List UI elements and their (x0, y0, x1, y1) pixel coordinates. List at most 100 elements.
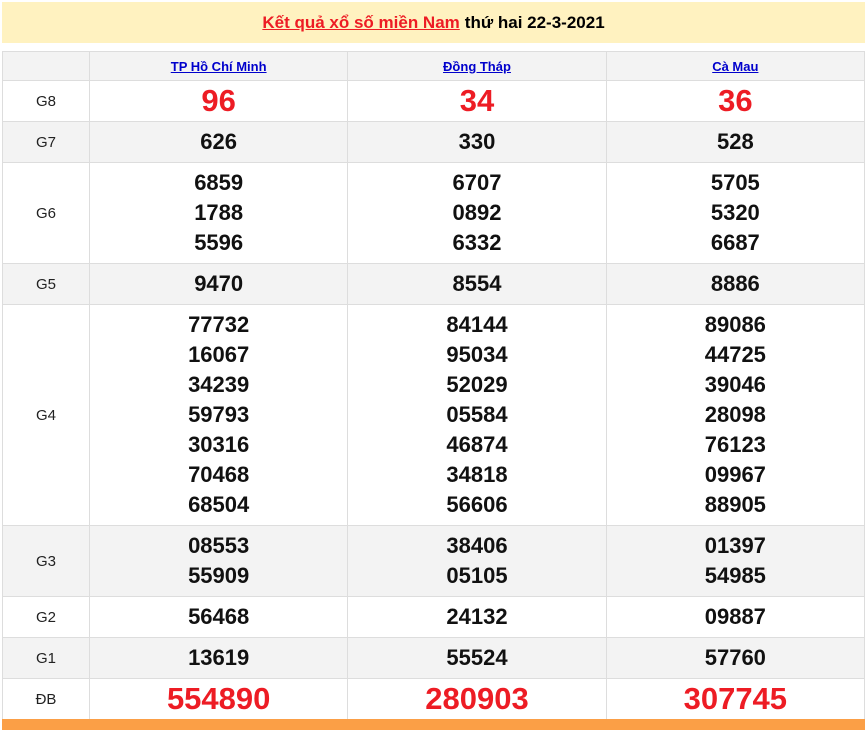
prize-number: 8886 (710, 271, 760, 296)
prize-cell: 13619 (88, 637, 349, 679)
prize-cell: 08553 55909 (88, 525, 349, 597)
prize-cell: 77732 16067 34239 59793 30316 70468 68504 (88, 304, 349, 526)
prize-number: 54985 (704, 563, 766, 588)
prize-cell: 01397 54985 (605, 525, 866, 597)
prize-cell: 8554 (347, 263, 607, 305)
prize-number: 76123 (704, 432, 766, 457)
prize-row: ĐB 554890 280903 307745 (2, 678, 866, 720)
prize-cell: 330 (347, 121, 607, 163)
prize-number: 46874 (446, 432, 508, 457)
prize-number: 05105 (446, 563, 508, 588)
prize-label: G4 (2, 304, 90, 526)
prize-cell: 96 (88, 80, 349, 122)
prize-number: 52029 (446, 372, 508, 397)
prize-number: 84144 (446, 312, 508, 337)
prize-number: 38406 (446, 533, 508, 558)
prize-number: 34 (459, 83, 495, 118)
prize-label: G6 (2, 162, 90, 264)
prize-number: 5320 (710, 200, 760, 225)
prize-number: 59793 (188, 402, 250, 427)
prize-number: 28098 (704, 402, 766, 427)
prize-number: 6707 (452, 170, 502, 195)
prize-cell: 528 (605, 121, 866, 163)
prize-number: 5596 (194, 230, 244, 255)
prize-row: G5 9470 8554 8886 (2, 263, 866, 305)
prize-number: 09887 (704, 604, 766, 629)
prize-cell: 38406 05105 (347, 525, 607, 597)
prize-number: 330 (458, 129, 496, 154)
prize-row: G2 56468 24132 09887 (2, 596, 866, 638)
results-date: thứ hai 22-3-2021 (464, 12, 605, 32)
prize-cell: 36 (605, 80, 866, 122)
prize-cell: 280903 (347, 678, 607, 720)
prize-row: G8 96 34 36 (2, 80, 866, 122)
prize-number: 44725 (704, 342, 766, 367)
province-link[interactable]: TP Hồ Chí Minh (170, 58, 267, 74)
prize-row: G3 08553 55909 38406 05105 01397 54985 (2, 525, 866, 597)
prize-cell: 09887 (605, 596, 866, 638)
prize-number: 08553 (188, 533, 250, 558)
prize-number: 56606 (446, 492, 508, 517)
prize-cell: 34 (347, 80, 607, 122)
prize-cell: 89086 44725 39046 28098 76123 09967 88905 (605, 304, 866, 526)
prize-label: G2 (2, 596, 90, 638)
prize-cell: 24132 (347, 596, 607, 638)
prize-number: 68504 (188, 492, 250, 517)
prize-cell: 56468 (88, 596, 349, 638)
prize-number: 09967 (704, 462, 766, 487)
prize-row: G7 626 330 528 (2, 121, 866, 163)
prize-number: 280903 (425, 681, 529, 716)
prize-label: G3 (2, 525, 90, 597)
prize-number: 307745 (683, 681, 788, 716)
prize-cell: 57760 (605, 637, 866, 679)
results-table: TP Hồ Chí Minh Đồng Tháp Cà Mau G8 96 34 36… (2, 51, 866, 720)
prize-cell: 626 (88, 121, 349, 163)
prize-number: 34239 (188, 372, 250, 397)
prize-number: 554890 (166, 681, 271, 716)
prize-number: 88905 (704, 492, 766, 517)
prize-number: 626 (200, 129, 238, 154)
prize-number: 95034 (446, 342, 508, 367)
province-link[interactable]: Cà Mau (712, 58, 759, 74)
prize-number: 36 (718, 83, 753, 118)
prize-label: G1 (2, 637, 90, 679)
results-title: Kết quả xổ số miền Nam thứ hai 22-3-2021 (2, 2, 865, 43)
corner-cell (2, 51, 90, 81)
prize-number: 6687 (710, 230, 760, 255)
prize-number: 16067 (188, 342, 250, 367)
prize-number: 55524 (446, 645, 508, 670)
prize-label: G5 (2, 263, 90, 305)
prize-cell: 307745 (605, 678, 866, 720)
prize-cell: 55524 (347, 637, 607, 679)
province-header: Đồng Tháp (347, 51, 607, 81)
prize-cell: 9470 (88, 263, 349, 305)
prize-number: 6332 (452, 230, 502, 255)
prize-label: G7 (2, 121, 90, 163)
prize-row: G1 13619 55524 57760 (2, 637, 866, 679)
prize-number: 24132 (446, 604, 508, 629)
prize-cell: 5705 5320 6687 (605, 162, 866, 264)
province-link[interactable]: Đồng Tháp (443, 58, 511, 74)
prize-number: 34818 (446, 462, 508, 487)
prize-number: 0892 (452, 200, 502, 225)
prize-number: 528 (716, 129, 754, 154)
prize-number: 1788 (194, 200, 244, 225)
prize-cell: 6859 1788 5596 (88, 162, 349, 264)
prize-number: 01397 (704, 533, 766, 558)
prize-label: ĐB (2, 678, 90, 720)
prize-number: 70468 (188, 462, 250, 487)
prize-number: 8554 (452, 271, 502, 296)
prize-number: 89086 (704, 312, 766, 337)
prize-row: G6 6859 1788 5596 6707 0892 6332 5705 5320 6687 (2, 162, 866, 264)
province-header-row: TP Hồ Chí Minh Đồng Tháp Cà Mau (2, 51, 866, 81)
prize-number: 96 (201, 83, 236, 118)
prize-number: 05584 (446, 402, 508, 427)
prize-number: 30316 (188, 432, 250, 457)
prize-number: 6859 (194, 170, 244, 195)
prize-number: 57760 (704, 645, 766, 670)
prize-number: 39046 (704, 372, 766, 397)
prize-number: 5705 (710, 170, 760, 195)
prize-number: 55909 (188, 563, 250, 588)
results-link[interactable]: Kết quả xổ số miền Nam (262, 12, 460, 32)
province-header: TP Hồ Chí Minh (88, 51, 349, 81)
